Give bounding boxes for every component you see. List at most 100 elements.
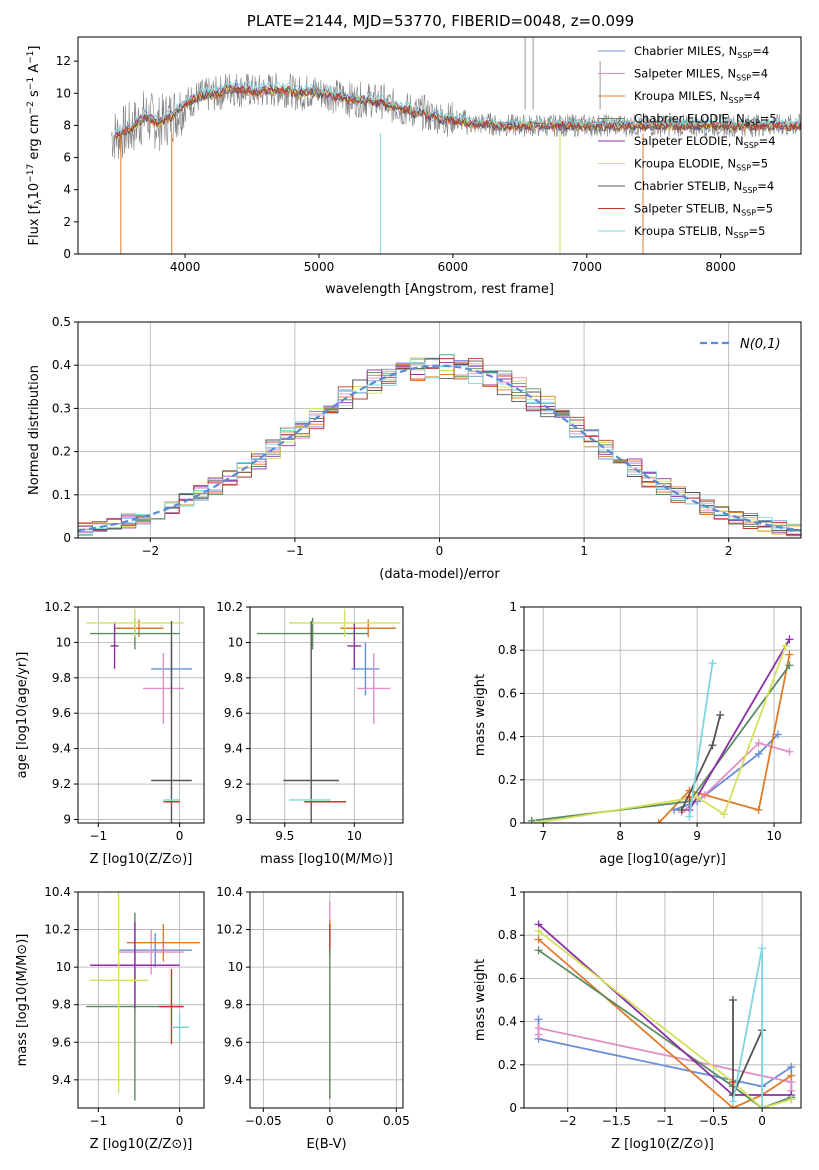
legend-label: Chabrier ELODIE, NSSP=5 <box>634 112 777 128</box>
x-tick-label: 0 <box>176 1114 184 1128</box>
y-tick-label: 10.4 <box>216 885 243 899</box>
legend-count: =5 <box>760 112 777 126</box>
legend-count: =5 <box>751 157 768 171</box>
spectrum-chart: 4000 5000 6000 7000 8000 0 2 4 6 8 10 12 wavelength … <box>26 36 802 297</box>
y-tick-label: 9 <box>63 812 71 826</box>
x-tick-label: −1 <box>656 1114 674 1128</box>
x-axis-label: Z [log10(Z/Z⊙)] <box>90 852 193 867</box>
legend-count: =4 <box>759 134 776 148</box>
x-tick-label: −2 <box>559 1114 577 1128</box>
weight-series-line <box>688 638 791 811</box>
y-tick-label: 9 <box>235 812 243 826</box>
x-tick-label: 10 <box>347 829 362 843</box>
y-tick-label: 6 <box>63 151 71 165</box>
y-tick-label: 9.6 <box>224 706 243 720</box>
weight-series-line <box>535 645 787 823</box>
x-axis-label: wavelength [Angstrom, rest frame] <box>325 282 554 297</box>
legend-label: Salpeter STELIB, NSSP=5 <box>634 202 773 218</box>
normal-curve <box>78 364 801 532</box>
x-tick-label: 6000 <box>438 260 469 274</box>
x-tick-label: 4000 <box>170 260 201 274</box>
y-tick-label: 10 <box>228 960 243 974</box>
y-tick-label: 0 <box>63 531 71 545</box>
legend-count: =5 <box>756 202 773 216</box>
y-tick-label: 0 <box>509 816 517 830</box>
figure-title: PLATE=2144, MJD=53770, FIBERID=0048, z=0… <box>246 12 635 30</box>
weight_vs_z-chart: −2 −1.5 −1 −0.5 0 0 0.2 0.4 0.6 0.8 1 Z [log10(Z/Z⊙… <box>473 885 802 1152</box>
x-tick-label: 10 <box>766 829 781 843</box>
x-tick-label: 0 <box>436 544 444 558</box>
x-tick-label: 1 <box>580 544 588 558</box>
y-tick-label: 9.8 <box>52 998 71 1012</box>
x-tick-label: −1 <box>286 544 304 558</box>
weight-series-line <box>538 930 792 1108</box>
legend-label: Salpeter MILES, NSSP=4 <box>634 67 768 83</box>
legend-label: Salpeter ELODIE, NSSP=4 <box>634 134 776 150</box>
y-tick-label: 10.4 <box>44 885 71 899</box>
y-tick-label: 0.4 <box>52 358 71 372</box>
y-tick-label: 9.4 <box>224 1073 243 1087</box>
x-tick-label: 5000 <box>304 260 335 274</box>
mass_vs_z-plot-area <box>86 892 200 1101</box>
residuals-plot-area <box>78 354 801 538</box>
legend-subscript: SSP <box>734 231 749 240</box>
axes-frame <box>77 321 802 539</box>
y-tick-label: 0.3 <box>52 401 71 415</box>
y-tick-label: 4 <box>63 183 71 197</box>
weight-series-line <box>658 654 791 823</box>
y-tick-label: 9.6 <box>224 1035 243 1049</box>
y-tick-label: 10.2 <box>44 600 71 614</box>
y-tick-label: 0 <box>509 1101 517 1115</box>
spectrum-series-line <box>115 79 801 135</box>
y-tick-label: 0.2 <box>498 1058 517 1072</box>
weight_vs_z-plot-area <box>534 920 796 1108</box>
y-axis-label: mass weight <box>473 959 488 1041</box>
legend-label: Kroupa ELODIE, NSSP=5 <box>634 157 768 173</box>
y-tick-label: 0.8 <box>498 643 517 657</box>
legend-subscript: SSP <box>736 74 751 83</box>
mass_vs_ebv-chart: −0.05 0 0.05 9.4 9.6 9.8 10 10.2 10.4 E(B-V) <box>216 885 409 1152</box>
y-axis-label: age [log10(age/yr)] <box>15 652 30 779</box>
legend-count: =4 <box>744 89 761 103</box>
legend-count: =4 <box>757 179 774 193</box>
axes-frame <box>77 606 205 824</box>
x-tick-label: −1.5 <box>602 1114 631 1128</box>
legend-subscript: SSP <box>744 141 759 150</box>
y-tick-label: 10.2 <box>216 923 243 937</box>
spectrum-series-line <box>115 85 801 139</box>
y-tick-label: 0.6 <box>498 686 517 700</box>
weight-series-line <box>673 733 779 811</box>
y-tick-label: 0.6 <box>498 971 517 985</box>
y-tick-label: 9.4 <box>52 742 71 756</box>
age_vs_z-chart: −1 0 9 9.2 9.4 9.6 9.8 10 10.2 Z [log10(Z/Z⊙)] age… <box>15 600 205 867</box>
x-tick-label: 0 <box>326 1114 334 1128</box>
x-tick-label: 7 <box>539 829 547 843</box>
y-tick-label: 0.4 <box>498 1015 517 1029</box>
weight_vs_age-plot-area <box>527 635 794 823</box>
y-tick-label: 10.2 <box>216 600 243 614</box>
y-tick-label: 9.8 <box>224 671 243 685</box>
x-tick-label: 2 <box>725 544 733 558</box>
x-tick-label: 0 <box>758 1114 766 1128</box>
y-tick-label: 10 <box>56 635 71 649</box>
x-tick-label: 0 <box>176 829 184 843</box>
mass_vs_z-chart: −1 0 9.4 9.6 9.8 10 10.2 10.4 Z [log10(Z/Z⊙)] mas… <box>15 885 205 1152</box>
y-tick-label: 0.1 <box>52 488 71 502</box>
y-tick-label: 9.6 <box>52 1035 71 1049</box>
axes-frame <box>77 36 802 255</box>
x-tick-label: −1 <box>89 1114 107 1128</box>
x-tick-label: 9.5 <box>275 829 294 843</box>
x-tick-label: 7000 <box>572 260 603 274</box>
x-tick-label: 9 <box>693 829 701 843</box>
y-tick-label: 10 <box>56 86 71 100</box>
x-axis-label: mass [log10(M/M⊙)] <box>260 852 393 867</box>
y-tick-label: 9.2 <box>224 777 243 791</box>
age_vs_z-plot-area <box>86 608 192 823</box>
x-tick-label: −0.5 <box>699 1114 728 1128</box>
axes-frame <box>523 606 802 824</box>
y-tick-label: 10.2 <box>44 923 71 937</box>
age_vs_mass-plot-area <box>256 608 401 823</box>
legend-label: Kroupa STELIB, NSSP=5 <box>634 224 765 240</box>
y-tick-label: 10 <box>56 960 71 974</box>
